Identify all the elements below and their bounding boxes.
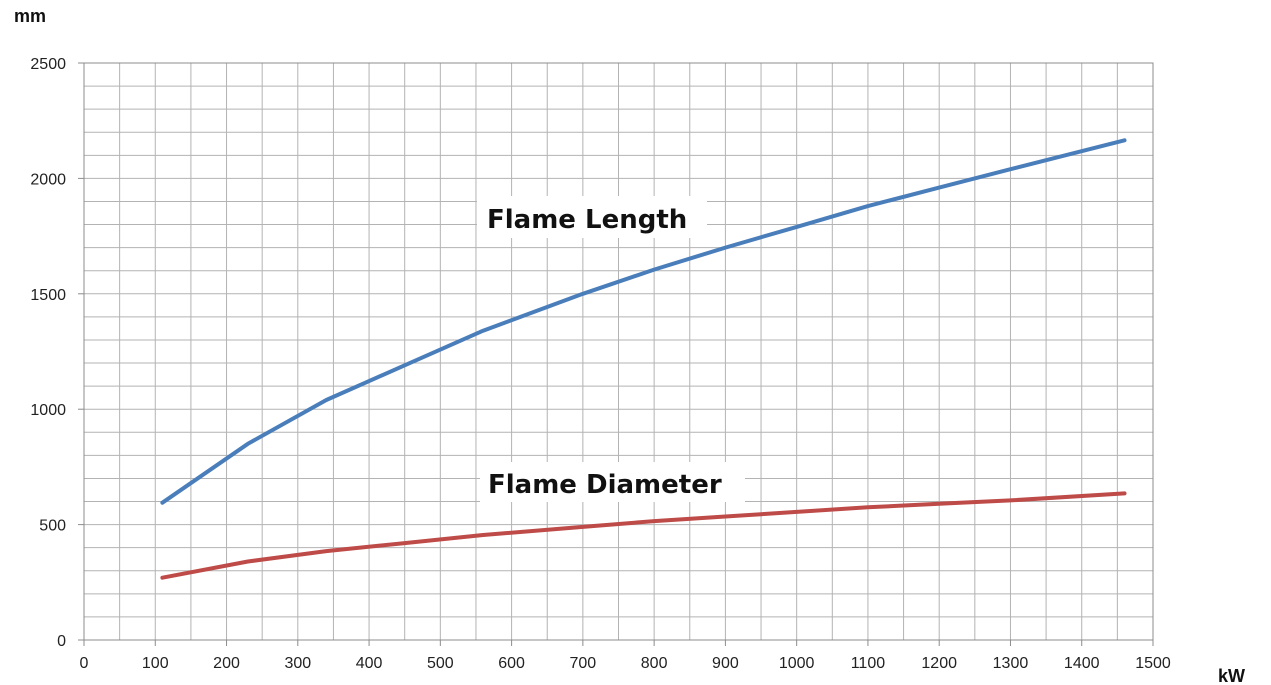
x-tick-label: 1500 (1135, 655, 1171, 672)
x-tick-label: 800 (641, 655, 668, 672)
x-axis-unit: kW (1218, 666, 1245, 685)
x-tick-label: 700 (570, 655, 597, 672)
x-tick-label: 200 (213, 655, 240, 672)
series-line-flame-length (162, 140, 1124, 502)
y-tick-label: 1500 (30, 287, 66, 304)
x-tick-label: 900 (712, 655, 739, 672)
x-tick-label: 300 (284, 655, 311, 672)
x-tick-label: 1300 (993, 655, 1029, 672)
y-tick-label: 2000 (30, 171, 66, 188)
series-label-flame-length: Flame Length (487, 205, 687, 235)
x-axis-ticks: 0 100 200 300 400 500 600 700 800 900 1000 1100 1200… (80, 640, 1171, 672)
series-label-flame-diameter: Flame Diameter (488, 470, 722, 500)
x-tick-label: 1100 (851, 655, 886, 672)
x-tick-label: 600 (498, 655, 525, 672)
x-tick-label: 1200 (921, 655, 957, 672)
y-tick-label: 0 (57, 633, 66, 650)
x-tick-label: 1400 (1064, 655, 1100, 672)
y-axis-ticks: 0 500 1000 1500 2000 2500 (30, 56, 84, 650)
x-tick-label: 400 (356, 655, 383, 672)
x-tick-label: 100 (142, 655, 169, 672)
y-tick-label: 500 (39, 518, 66, 535)
y-tick-label: 1000 (30, 402, 66, 419)
y-axis-unit: mm (14, 6, 46, 26)
plot-grid (84, 63, 1153, 640)
x-tick-label: 500 (427, 655, 454, 672)
series-line-flame-diameter (162, 493, 1124, 577)
x-tick-label: 1000 (779, 655, 815, 672)
y-tick-label: 2500 (30, 56, 66, 73)
x-tick-label: 0 (80, 655, 89, 672)
